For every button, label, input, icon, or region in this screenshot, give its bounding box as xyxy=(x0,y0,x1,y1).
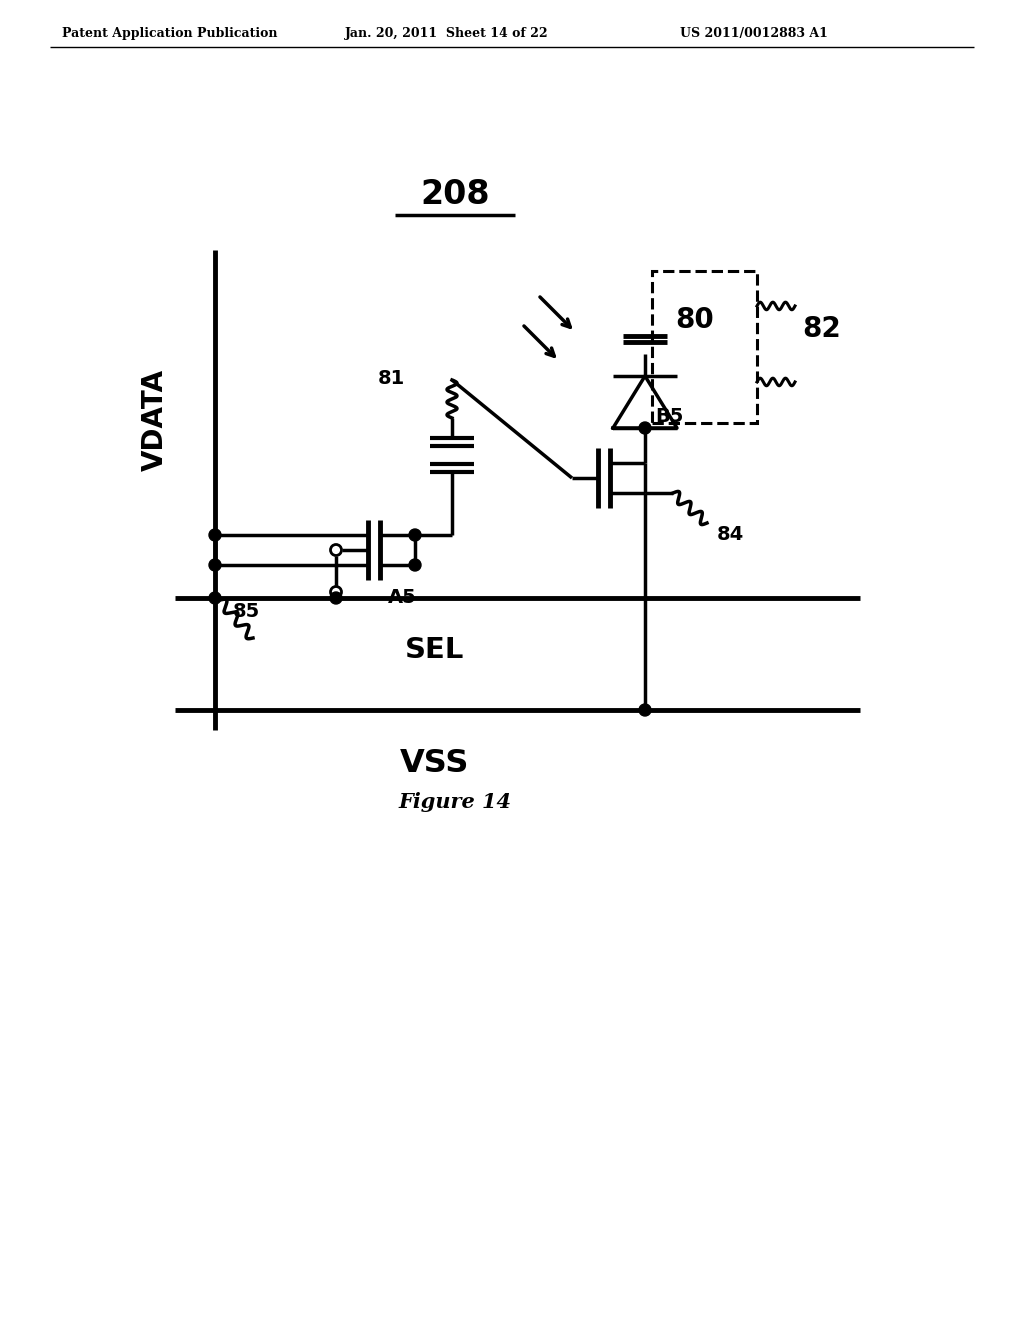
Text: 80: 80 xyxy=(675,306,714,334)
Circle shape xyxy=(639,422,651,434)
Text: Figure 14: Figure 14 xyxy=(398,792,512,812)
Circle shape xyxy=(409,558,421,572)
Text: SEL: SEL xyxy=(406,636,465,664)
Circle shape xyxy=(209,591,221,605)
Circle shape xyxy=(331,544,341,556)
Text: Jan. 20, 2011  Sheet 14 of 22: Jan. 20, 2011 Sheet 14 of 22 xyxy=(345,26,549,40)
Text: VDATA: VDATA xyxy=(141,368,169,471)
Text: B5: B5 xyxy=(655,407,683,426)
Bar xyxy=(652,271,757,422)
Circle shape xyxy=(209,529,221,541)
Text: Patent Application Publication: Patent Application Publication xyxy=(62,26,278,40)
Text: A5: A5 xyxy=(388,587,417,607)
Circle shape xyxy=(331,586,341,598)
Circle shape xyxy=(639,704,651,715)
Text: 85: 85 xyxy=(233,602,260,620)
Text: US 2011/0012883 A1: US 2011/0012883 A1 xyxy=(680,26,827,40)
Circle shape xyxy=(330,591,342,605)
Text: 82: 82 xyxy=(802,314,841,343)
Circle shape xyxy=(209,558,221,572)
Circle shape xyxy=(409,529,421,541)
Text: 208: 208 xyxy=(420,178,489,211)
Text: VSS: VSS xyxy=(400,748,470,779)
Text: 84: 84 xyxy=(717,525,744,544)
Text: 81: 81 xyxy=(378,368,406,388)
